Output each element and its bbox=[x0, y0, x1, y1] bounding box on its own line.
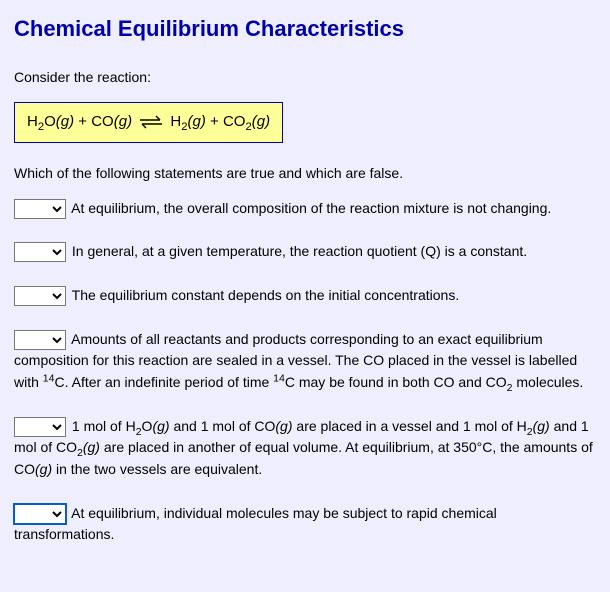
text-run: and 1 mol of CO bbox=[170, 418, 276, 434]
question-row: TrueFalse At equilibrium, the overall co… bbox=[14, 198, 596, 220]
text-run: C may be found in both CO and CO bbox=[285, 374, 507, 390]
true-false-select[interactable]: TrueFalse bbox=[14, 330, 66, 350]
text-run: in the two vessels are equivalent. bbox=[52, 461, 262, 477]
true-false-select[interactable]: TrueFalse bbox=[14, 417, 66, 437]
question-text: At equilibrium, individual molecules may… bbox=[14, 505, 497, 543]
text-run: + CO bbox=[74, 113, 114, 130]
true-false-select[interactable]: TrueFalse bbox=[14, 242, 66, 262]
text-run: H bbox=[27, 113, 38, 130]
true-false-select[interactable]: TrueFalse bbox=[14, 199, 66, 219]
state-symbol: (g) bbox=[83, 439, 100, 455]
state-symbol: (g) bbox=[275, 418, 292, 434]
text-run: + CO bbox=[206, 113, 246, 130]
intro-text: Consider the reaction: bbox=[14, 67, 596, 88]
text-run: 1 mol of H bbox=[72, 418, 136, 434]
state-symbol: (g) bbox=[533, 418, 550, 434]
question-row: TrueFalse 1 mol of H2O(g) and 1 mol of C… bbox=[14, 416, 596, 481]
text-run: are placed in a vessel and 1 mol of H bbox=[293, 418, 527, 434]
true-false-select[interactable]: TrueFalse bbox=[14, 504, 66, 524]
true-false-select[interactable]: TrueFalse bbox=[14, 286, 66, 306]
text-run: molecules. bbox=[513, 374, 584, 390]
question-text: In general, at a given temperature, the … bbox=[72, 243, 527, 259]
question-text: At equilibrium, the overall composition … bbox=[71, 200, 551, 216]
question-row: TrueFalse Amounts of all reactants and p… bbox=[14, 329, 596, 394]
question-row: TrueFalse At equilibrium, individual mol… bbox=[14, 503, 596, 546]
text-run: H bbox=[166, 113, 181, 130]
state-symbol: (g) bbox=[56, 113, 74, 130]
equilibrium-arrow-icon bbox=[138, 115, 164, 129]
question-text: 1 mol of H2O(g) and 1 mol of CO(g) are p… bbox=[14, 418, 593, 477]
text-run bbox=[132, 113, 136, 130]
superscript: 14 bbox=[43, 372, 55, 384]
text-run: The equilibrium constant depends on the … bbox=[72, 287, 460, 303]
text-run: O bbox=[44, 113, 56, 130]
question-text: The equilibrium constant depends on the … bbox=[72, 287, 460, 303]
prompt-text: Which of the following statements are tr… bbox=[14, 163, 596, 184]
state-symbol: (g) bbox=[35, 461, 52, 477]
question-row: TrueFalse The equilibrium constant depen… bbox=[14, 285, 596, 307]
page-title: Chemical Equilibrium Characteristics bbox=[14, 12, 596, 45]
question-row: TrueFalse In general, at a given tempera… bbox=[14, 241, 596, 263]
state-symbol: (g) bbox=[188, 113, 206, 130]
text-run: O bbox=[142, 418, 153, 434]
reaction-equation: H2O(g) + CO(g) H2(g) + CO2(g) bbox=[14, 102, 283, 143]
text-run: At equilibrium, the overall composition … bbox=[71, 200, 551, 216]
text-run: At equilibrium, individual molecules may… bbox=[14, 505, 497, 543]
text-run: In general, at a given temperature, the … bbox=[72, 243, 527, 259]
question-text: Amounts of all reactants and products co… bbox=[14, 331, 583, 390]
state-symbol: (g) bbox=[252, 113, 270, 130]
superscript: 14 bbox=[273, 372, 285, 384]
state-symbol: (g) bbox=[114, 113, 132, 130]
state-symbol: (g) bbox=[152, 418, 169, 434]
text-run: C. After an indefinite period of time bbox=[54, 374, 273, 390]
